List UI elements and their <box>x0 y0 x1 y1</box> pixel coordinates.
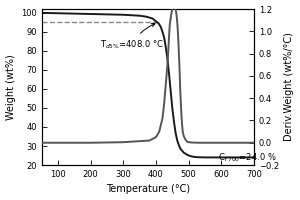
Text: 477.0 °C: 477.0 °C <box>0 199 1 200</box>
Y-axis label: Deriv.Weight (wt%/°C): Deriv.Weight (wt%/°C) <box>284 33 294 141</box>
Text: T$_{d5\%}$=408.0 °C: T$_{d5\%}$=408.0 °C <box>100 23 164 51</box>
Y-axis label: Weight (wt%): Weight (wt%) <box>6 54 16 120</box>
X-axis label: Temperature (°C): Temperature (°C) <box>106 184 190 194</box>
Text: C$_{Y700}$=24.0 %: C$_{Y700}$=24.0 % <box>218 151 277 164</box>
